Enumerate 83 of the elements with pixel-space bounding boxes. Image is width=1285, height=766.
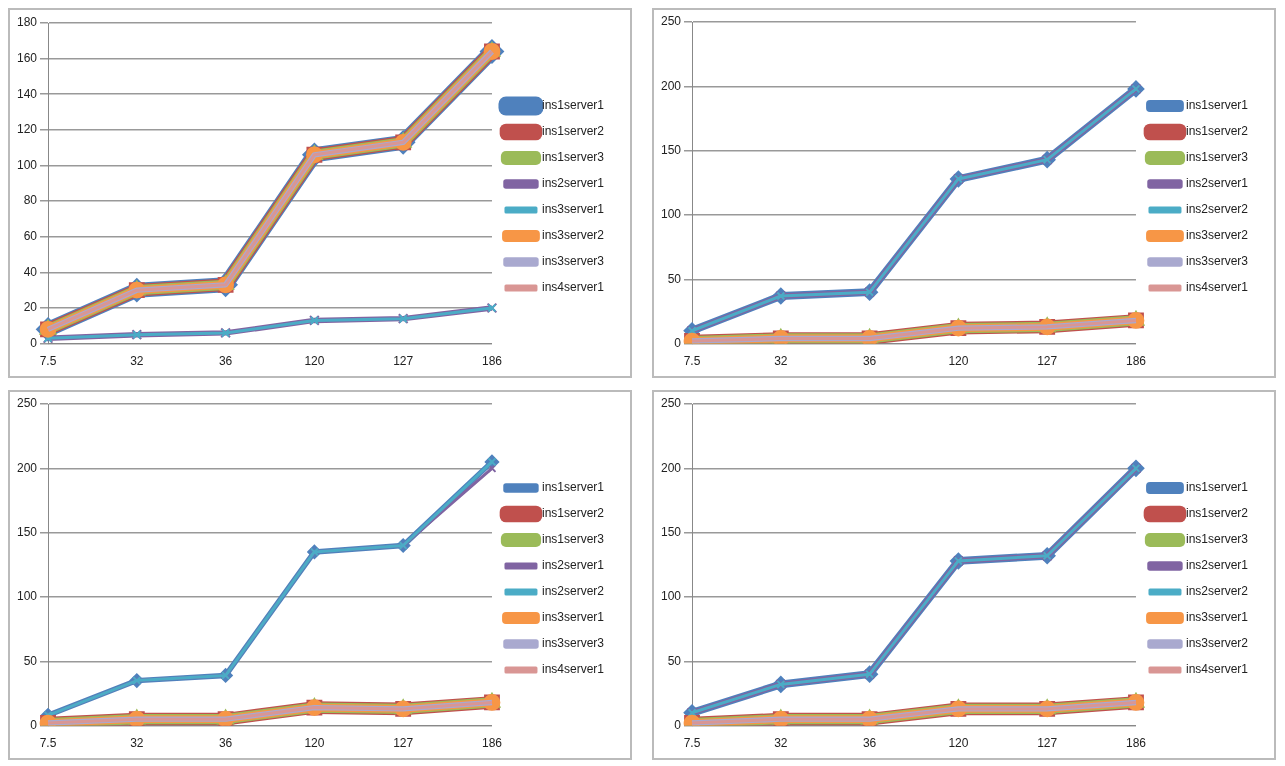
y-tick-label: 50 [667,271,682,286]
y-tick-label: 100 [16,589,38,604]
legend-label: ins3server2 [541,228,605,243]
legend-label: ins2server1 [541,176,605,191]
x-tick-label: 32 [130,736,144,751]
x-tick-label: 120 [304,354,325,369]
y-tick-label: 0 [30,717,38,732]
legend-label: ins3server3 [541,636,605,651]
legend-label: ins3server3 [541,254,605,269]
legend-label: ins1server2 [1185,506,1249,521]
y-tick-label: 180 [16,15,38,30]
y-tick-label: 200 [16,460,38,475]
x-tick-label: 127 [1037,736,1058,751]
legend-label: ins1server2 [541,506,605,521]
x-tick-label: 127 [393,736,414,751]
x-tick-label: 7.5 [39,354,57,369]
x-tick-label: 120 [304,736,325,751]
legend-label: ins3server2 [1185,228,1249,243]
x-tick-label: 32 [774,354,788,369]
x-tick-label: 32 [774,736,788,751]
y-tick-label: 250 [660,396,682,411]
x-tick-label: 36 [862,736,877,751]
x-tick-label: 7.5 [683,354,701,369]
legend-label: ins1server2 [541,124,605,139]
legend-label: ins2server2 [1185,202,1249,217]
y-tick-label: 50 [23,653,38,668]
x-tick-label: 7.5 [683,736,701,751]
y-tick-label: 250 [660,14,682,29]
x-tick-label: 127 [393,354,414,369]
legend-label: ins3server1 [541,202,605,217]
x-tick-label: 186 [1125,354,1147,369]
x-tick-label: 32 [130,354,144,369]
legend-label: ins3server3 [1185,254,1249,269]
x-tick-label: 186 [481,354,503,369]
legend-label: ins2server1 [541,558,605,573]
y-tick-label: 100 [16,157,38,172]
legend-label: ins1server3 [1185,532,1249,547]
y-tick-label: 100 [660,207,682,222]
y-tick-label: 50 [667,653,682,668]
legend-label: ins3server1 [541,610,605,625]
y-tick-label: 140 [16,86,38,101]
y-tick-label: 250 [16,396,38,411]
legend-label: ins2server1 [1185,176,1249,191]
x-tick-label: 127 [1037,354,1058,369]
x-tick-label: 36 [218,736,233,751]
legend-label: ins1server1 [1185,98,1249,113]
x-tick-label: 120 [948,736,969,751]
y-tick-label: 0 [30,335,38,350]
y-tick-label: 100 [660,589,682,604]
x-tick-label: 36 [862,354,877,369]
legend-label: ins1server3 [541,532,605,547]
legend-label: ins2server1 [1185,558,1249,573]
y-tick-label: 160 [16,50,38,65]
legend-label: ins4server1 [1185,662,1249,677]
y-tick-label: 120 [16,122,38,137]
y-tick-label: 40 [23,264,38,279]
x-tick-label: 186 [481,736,503,751]
x-tick-label: 186 [1125,736,1147,751]
x-tick-label: 36 [218,354,233,369]
legend-label: ins3server1 [1185,610,1249,625]
legend-label: ins1server3 [1185,150,1249,165]
legend-label: ins2server2 [541,584,605,599]
y-tick-label: 0 [674,717,682,732]
x-tick-label: 120 [948,354,969,369]
legend-label: ins4server1 [1185,280,1249,295]
y-tick-label: 0 [674,335,682,350]
y-tick-label: 60 [23,229,38,244]
x-tick-label: 7.5 [39,736,57,751]
y-tick-label: 150 [660,142,682,157]
legend-label: ins4server1 [541,662,605,677]
legend-label: ins1server3 [541,150,605,165]
legend-label: ins1server2 [1185,124,1249,139]
y-tick-label: 150 [16,524,38,539]
legend-label: ins4server1 [541,280,605,295]
y-tick-label: 20 [23,300,38,315]
y-tick-label: 80 [23,193,38,208]
legend-label: ins2server2 [1185,584,1249,599]
y-tick-label: 150 [660,524,682,539]
legend-label: ins1server1 [1185,480,1249,495]
legend-label: ins1server1 [541,480,605,495]
legend-label: ins3server2 [1185,636,1249,651]
y-tick-label: 200 [660,78,682,93]
y-tick-label: 200 [660,460,682,475]
